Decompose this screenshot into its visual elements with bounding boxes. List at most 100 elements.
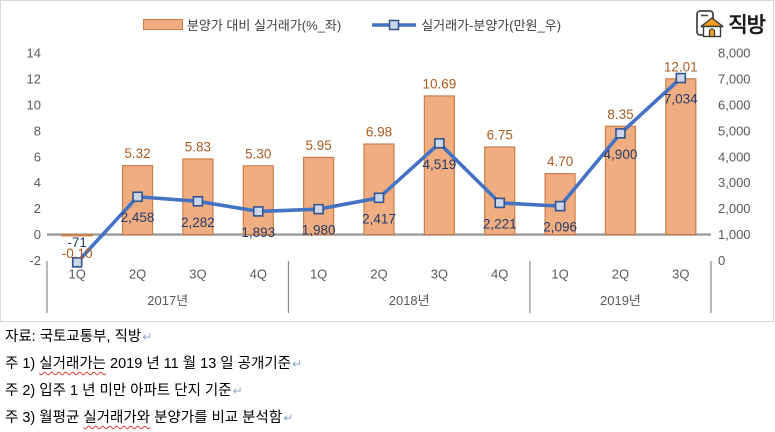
bar-value-label: 6.75 bbox=[487, 128, 513, 143]
line-marker-9 bbox=[615, 128, 626, 139]
chart-legend: 분양가 대비 실거래가(%_좌) 실거래가-분양가(만원_우) bbox=[1, 15, 703, 34]
bar-value-label: 10.69 bbox=[422, 76, 456, 91]
x-tick-label: 3Q bbox=[189, 267, 206, 282]
right-axis-tick: 8,000 bbox=[718, 46, 751, 61]
x-tick-label: 3Q bbox=[672, 267, 689, 282]
note-text: 2019 년 11 월 13 일 공개기준 bbox=[106, 356, 292, 372]
x-tick-label: 2Q bbox=[129, 267, 146, 282]
note-line-2: 주 2) 입주 1 년 미만 아파트 단지 기준↵ bbox=[5, 378, 770, 405]
x-tick-label: 1Q bbox=[551, 267, 568, 282]
source-line: 자료: 국토교통부, 직방↵ bbox=[5, 329, 153, 345]
line-marker-5 bbox=[373, 192, 385, 204]
line-value-label: 2,221 bbox=[483, 216, 517, 231]
bar-value-label: 12.01 bbox=[664, 59, 698, 74]
left-axis-tick: 2 bbox=[34, 201, 41, 216]
left-axis-tick: 10 bbox=[27, 97, 41, 112]
x-tick-label: 3Q bbox=[431, 267, 448, 282]
note-text: 입주 1 년 미만 아파트 단지 기준 bbox=[39, 383, 232, 399]
x-tick-label: 1Q bbox=[310, 267, 327, 282]
x-tick-label: 2Q bbox=[370, 267, 387, 282]
note-text: 주 3) 월평균 bbox=[5, 410, 84, 426]
zigbang-house-icon bbox=[696, 10, 725, 38]
left-axis-tick: 6 bbox=[34, 149, 41, 164]
zigbang-logo: 직방 bbox=[694, 9, 766, 39]
line-value-label: 4,900 bbox=[604, 147, 638, 162]
legend-bar-label: 분양가 대비 실거래가(%_좌) bbox=[186, 18, 342, 33]
return-mark: ↵ bbox=[283, 411, 294, 425]
line-value-label: 2,417 bbox=[362, 211, 396, 226]
line-value-label: 4,519 bbox=[422, 157, 456, 172]
line-marker-8 bbox=[554, 200, 566, 212]
line-marker-7 bbox=[494, 197, 506, 209]
return-mark: ↵ bbox=[292, 357, 303, 371]
right-axis-tick: 1,000 bbox=[718, 227, 751, 242]
left-axis-tick: 4 bbox=[34, 175, 41, 190]
spellcheck-word: 실거래가와 bbox=[83, 410, 151, 426]
bar-value-label: 4.70 bbox=[547, 154, 573, 169]
right-axis-tick: 2,000 bbox=[718, 201, 751, 216]
return-mark: ↵ bbox=[232, 384, 243, 398]
bar-value-label: 5.95 bbox=[305, 138, 331, 153]
spellcheck-word: 실거래가는 bbox=[39, 356, 106, 372]
line-value-label: -71 bbox=[67, 235, 87, 250]
x-tick-label: 4Q bbox=[491, 267, 508, 282]
line-marker-2 bbox=[192, 196, 204, 207]
notes-holder: 주 1) 실거래가는 2019 년 11 월 13 일 공개기준↵ 주 2) 입주… bbox=[5, 351, 770, 432]
left-axis-tick: -2 bbox=[29, 253, 41, 268]
bar-value-label: 8.35 bbox=[607, 107, 633, 122]
line-value-label: 1,893 bbox=[241, 225, 275, 240]
left-axis-tick: 8 bbox=[34, 123, 41, 138]
right-axis-tick: 4,000 bbox=[718, 149, 751, 164]
line-marker-0 bbox=[71, 257, 83, 268]
note-text: 분양가를 비교 분석함 bbox=[150, 410, 283, 426]
right-axis-tick: 3,000 bbox=[718, 175, 751, 190]
line-series-swatch-icon bbox=[372, 19, 417, 30]
note-text: 주 1) bbox=[5, 356, 40, 372]
year-label-0: 2017년 bbox=[147, 293, 188, 308]
note-line-1: 주 1) 실거래가는 2019 년 11 월 13 일 공개기준↵ bbox=[5, 351, 770, 378]
line-value-label: 2,458 bbox=[121, 210, 155, 225]
footer-notes: 자료: 국토교통부, 직방↵ 주 1) 실거래가는 2019 년 11 월 13… bbox=[5, 324, 770, 432]
bar-2Q-9 bbox=[604, 125, 637, 236]
x-tick-label: 2Q bbox=[612, 267, 629, 282]
bar-3Q-6 bbox=[423, 95, 455, 236]
legend-item-bar-series: 분양가 대비 실거래가(%_좌) bbox=[142, 15, 342, 34]
x-tick-label: 1Q bbox=[69, 267, 86, 282]
legend-item-line-series: 실거래가-분양가(만원_우) bbox=[371, 15, 561, 34]
left-axis-tick: 0 bbox=[34, 227, 41, 242]
line-marker-4 bbox=[313, 203, 324, 215]
bar-2Q-5 bbox=[363, 143, 395, 236]
bar-value-label: 6.98 bbox=[366, 125, 392, 140]
line-marker-3 bbox=[252, 206, 264, 217]
bar-value-label: 5.30 bbox=[245, 146, 271, 161]
chart-container: 1Q 2Q 3Q 4Q 1Q 2Q 3Q 4Q 1Q 2Q 3Q 2017년 2018년 2019년 14 1… bbox=[0, 0, 774, 322]
right-axis-tick: 7,000 bbox=[718, 71, 751, 86]
bar-value-label: 5.83 bbox=[185, 139, 211, 154]
line-marker-10 bbox=[675, 72, 687, 84]
bar-series-swatch-icon bbox=[142, 19, 183, 30]
note-text: 주 2) bbox=[5, 383, 40, 399]
bar-4Q-3 bbox=[242, 165, 274, 236]
bar-1Q-0 bbox=[61, 233, 93, 237]
line-marker-1 bbox=[132, 191, 143, 203]
bar-value-label: -0.10 bbox=[62, 246, 93, 261]
left-axis-tick: 14 bbox=[27, 46, 41, 61]
x-tick-label: 4Q bbox=[250, 267, 267, 282]
line-value-label: 2,096 bbox=[543, 220, 577, 235]
right-axis-tick: 5,000 bbox=[718, 123, 751, 138]
bar-3Q-10 bbox=[665, 78, 697, 236]
line-value-label: 1,980 bbox=[302, 223, 336, 238]
line-value-label: 2,282 bbox=[181, 215, 215, 230]
left-axis-tick: 12 bbox=[27, 71, 41, 86]
logo-text: 직방 bbox=[728, 14, 766, 37]
right-axis-tick: 0 bbox=[718, 253, 725, 268]
right-axis-tick: 6,000 bbox=[718, 97, 751, 112]
year-label-2: 2019년 bbox=[600, 293, 641, 308]
bar-1Q-4 bbox=[303, 156, 335, 236]
bar-value-label: 5.32 bbox=[124, 146, 150, 161]
return-mark: ↵ bbox=[142, 330, 153, 344]
line-value-label: 7,034 bbox=[664, 92, 698, 107]
year-label-1: 2018년 bbox=[389, 293, 430, 308]
legend-line-label: 실거래가-분양가(만원_우) bbox=[421, 18, 562, 33]
